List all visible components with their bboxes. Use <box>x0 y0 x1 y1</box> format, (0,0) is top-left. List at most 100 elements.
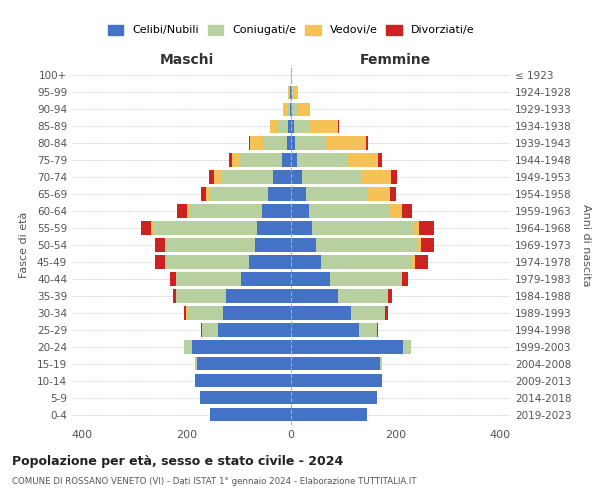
Bar <box>170 272 176 285</box>
Bar <box>291 154 297 166</box>
Bar <box>377 324 378 336</box>
Bar <box>270 120 278 133</box>
Bar <box>421 238 434 252</box>
Bar <box>268 188 291 200</box>
Bar <box>173 290 176 302</box>
Bar <box>166 256 249 268</box>
Bar <box>291 324 359 336</box>
Bar <box>201 324 202 336</box>
Bar <box>197 357 291 370</box>
Bar <box>221 170 273 183</box>
Bar <box>309 204 390 218</box>
Bar <box>378 154 382 166</box>
Bar <box>419 222 434 234</box>
Y-axis label: Fasce di età: Fasce di età <box>19 212 29 278</box>
Bar <box>305 188 368 200</box>
Bar <box>141 222 151 234</box>
Bar <box>165 238 166 252</box>
Bar <box>347 154 378 166</box>
Bar <box>338 120 339 133</box>
Bar <box>288 86 289 99</box>
Bar <box>291 272 330 285</box>
Bar <box>390 188 397 200</box>
Bar <box>210 188 268 200</box>
Text: Popolazione per età, sesso e stato civile - 2024: Popolazione per età, sesso e stato civil… <box>12 455 343 468</box>
Bar <box>316 238 418 252</box>
Bar <box>309 120 338 133</box>
Bar <box>391 170 397 183</box>
Bar <box>292 102 297 116</box>
Bar <box>206 188 210 200</box>
Bar <box>254 238 291 252</box>
Legend: Celibi/Nubili, Coniugati/e, Vedovi/e, Divorziati/e: Celibi/Nubili, Coniugati/e, Vedovi/e, Di… <box>103 20 479 40</box>
Bar <box>262 204 291 218</box>
Bar <box>210 408 291 422</box>
Bar <box>226 290 291 302</box>
Bar <box>229 154 232 166</box>
Bar <box>187 306 223 320</box>
Bar <box>330 272 401 285</box>
Bar <box>368 188 390 200</box>
Bar <box>232 154 240 166</box>
Bar <box>190 204 262 218</box>
Bar <box>250 136 263 149</box>
Bar <box>295 136 326 149</box>
Bar <box>291 68 292 82</box>
Bar <box>388 290 392 302</box>
Bar <box>263 136 287 149</box>
Bar <box>291 340 403 353</box>
Bar <box>291 238 316 252</box>
Bar <box>403 340 411 353</box>
Bar <box>291 256 321 268</box>
Bar <box>184 306 186 320</box>
Bar <box>289 120 291 133</box>
Bar <box>312 222 413 234</box>
Bar <box>287 102 290 116</box>
Y-axis label: Anni di nascita: Anni di nascita <box>581 204 591 286</box>
Bar <box>302 170 362 183</box>
Bar <box>321 256 412 268</box>
Bar <box>418 238 421 252</box>
Bar <box>292 86 293 99</box>
Bar <box>365 136 368 149</box>
Bar <box>240 154 281 166</box>
Bar <box>385 306 388 320</box>
Bar <box>187 204 190 218</box>
Bar <box>176 290 226 302</box>
Bar <box>223 306 291 320</box>
Bar <box>278 120 289 133</box>
Bar <box>249 136 250 149</box>
Bar <box>401 204 412 218</box>
Bar <box>184 340 192 353</box>
Bar <box>283 102 287 116</box>
Bar <box>209 170 214 183</box>
Bar <box>241 272 291 285</box>
Bar <box>359 324 377 336</box>
Bar <box>178 204 187 218</box>
Bar <box>291 204 309 218</box>
Bar <box>291 290 338 302</box>
Bar <box>273 170 291 183</box>
Bar <box>380 357 382 370</box>
Bar <box>326 136 365 149</box>
Bar <box>249 256 291 268</box>
Bar <box>194 374 291 388</box>
Bar <box>151 222 153 234</box>
Bar <box>338 290 388 302</box>
Bar <box>291 222 312 234</box>
Bar <box>297 154 347 166</box>
Bar <box>412 256 415 268</box>
Bar <box>214 170 221 183</box>
Bar <box>401 272 408 285</box>
Bar <box>290 102 291 116</box>
Bar <box>291 408 367 422</box>
Bar <box>293 120 309 133</box>
Bar <box>287 136 291 149</box>
Bar <box>202 324 218 336</box>
Bar <box>291 188 305 200</box>
Bar <box>297 102 310 116</box>
Bar <box>291 374 382 388</box>
Text: Maschi: Maschi <box>160 52 214 66</box>
Bar <box>351 306 385 320</box>
Bar <box>166 238 254 252</box>
